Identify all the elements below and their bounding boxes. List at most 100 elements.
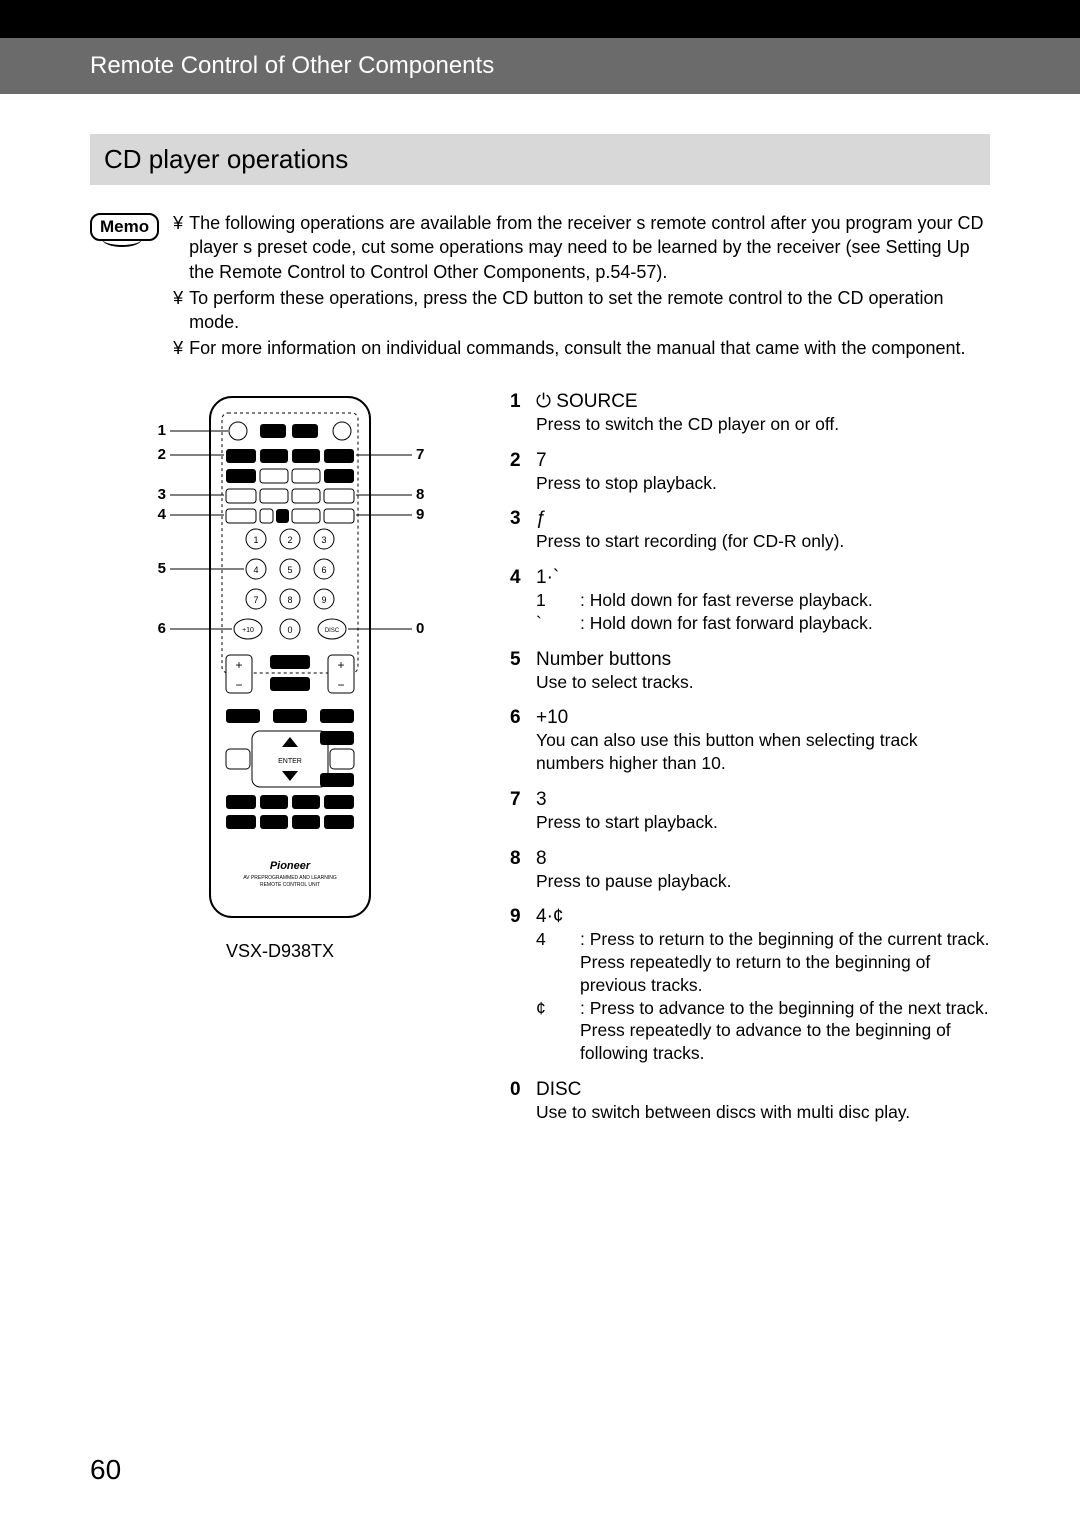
- sub-symbol: `: [536, 612, 572, 635]
- operation-label: ƒ: [536, 508, 547, 530]
- svg-text:−: −: [235, 678, 242, 692]
- sub-text: : Press to advance to the beginning of t…: [580, 997, 990, 1065]
- operation-label: +10: [536, 707, 568, 729]
- operation-label: 4·¢: [536, 906, 563, 928]
- operation-number: 3: [510, 508, 526, 530]
- operation-sub: 4: Press to return to the beginning of t…: [536, 928, 990, 996]
- sub-symbol: 1: [536, 589, 572, 612]
- svg-text:0: 0: [287, 625, 292, 635]
- operation-number: 4: [510, 567, 526, 589]
- operation-label: 3: [536, 789, 547, 811]
- operation-head: 9 4·¢: [510, 906, 990, 928]
- operation-head: 88: [510, 848, 990, 870]
- operation-number: 2: [510, 450, 526, 472]
- operation-description: Use to switch between discs with multi d…: [536, 1101, 990, 1124]
- operation-sub: ` : Hold down for fast forward playback.: [536, 612, 990, 635]
- svg-text:−: −: [337, 678, 344, 692]
- operation-item: 1 ⏻ SOURCEPress to switch the CD player o…: [510, 391, 990, 436]
- memo-text: To perform these operations, press the C…: [189, 286, 990, 335]
- callout-5: 5: [158, 560, 166, 577]
- operation-label: ⏻ SOURCE: [536, 391, 638, 413]
- svg-text:AV PREPROGRAMMED AND LEARNING: AV PREPROGRAMMED AND LEARNING: [243, 875, 337, 881]
- operation-head: 73: [510, 789, 990, 811]
- callout-7: 7: [416, 446, 424, 463]
- memo-text: The following operations are available f…: [189, 211, 990, 284]
- operation-item: 0 DISCUse to switch between discs with mu…: [510, 1079, 990, 1124]
- operation-sub: ¢: Press to advance to the beginning of …: [536, 997, 990, 1065]
- section-title: CD player operations: [90, 134, 990, 185]
- svg-text:+10: +10: [242, 627, 254, 634]
- operation-item: 5 Number buttonsUse to select tracks.: [510, 649, 990, 694]
- remote-diagram-column: 1 2 3 4 5 6 7 8 9 +10 0 DISC + − +: [90, 391, 470, 962]
- memo-item: ¥To perform these operations, press the …: [173, 286, 990, 335]
- operations-column: 1 ⏻ SOURCEPress to switch the CD player o…: [510, 391, 990, 1138]
- remote-diagram: 1 2 3 4 5 6 7 8 9 +10 0 DISC + − +: [120, 391, 440, 931]
- operation-number: 0: [510, 1079, 526, 1101]
- memo-item: ¥For more information on individual comm…: [173, 336, 990, 360]
- svg-text:+: +: [235, 658, 242, 672]
- operation-number: 9: [510, 906, 526, 928]
- operation-label: 7: [536, 450, 547, 472]
- memo-block: Memo ¥The following operations are avail…: [90, 211, 990, 363]
- operation-description: You can also use this button when select…: [536, 729, 990, 775]
- svg-text:Pioneer: Pioneer: [270, 860, 311, 872]
- callout-1: 1: [158, 422, 166, 439]
- bullet-icon: ¥: [173, 336, 183, 360]
- operation-description: Use to select tracks.: [536, 671, 990, 694]
- operation-number: 7: [510, 789, 526, 811]
- operation-item: 41·`1 : Hold down for fast reverse playba…: [510, 567, 990, 635]
- svg-text:9: 9: [321, 595, 326, 605]
- operation-number: 1: [510, 391, 526, 413]
- operation-number: 6: [510, 707, 526, 729]
- operation-head: 1 ⏻ SOURCE: [510, 391, 990, 413]
- sub-text: : Press to return to the beginning of th…: [580, 928, 990, 996]
- callout-0: 0: [416, 620, 424, 637]
- operation-description: Press to start playback.: [536, 811, 990, 834]
- svg-text:1: 1: [253, 535, 258, 545]
- operation-item: 88Press to pause playback.: [510, 848, 990, 893]
- svg-text:+: +: [337, 658, 344, 672]
- operation-description: Press to pause playback.: [536, 870, 990, 893]
- chapter-header: Remote Control of Other Components: [0, 38, 1080, 94]
- callout-3: 3: [158, 486, 166, 503]
- two-column-layout: 1 2 3 4 5 6 7 8 9 +10 0 DISC + − +: [90, 391, 990, 1138]
- svg-text:ENTER: ENTER: [278, 758, 302, 765]
- svg-text:4: 4: [253, 565, 258, 575]
- bullet-icon: ¥: [173, 286, 183, 335]
- callout-9: 9: [416, 506, 424, 523]
- operation-number: 8: [510, 848, 526, 870]
- sub-text: : Hold down for fast forward playback.: [580, 612, 873, 635]
- svg-text:5: 5: [287, 565, 292, 575]
- memo-badge: Memo: [90, 213, 159, 241]
- operation-item: 27Press to stop playback.: [510, 450, 990, 495]
- operation-item: 6 +10You can also use this button when se…: [510, 707, 990, 775]
- page-number: 60: [90, 1454, 121, 1486]
- operation-head: 3ƒ: [510, 508, 990, 530]
- operation-number: 5: [510, 649, 526, 671]
- operation-head: 6 +10: [510, 707, 990, 729]
- sub-text: : Hold down for fast reverse playback.: [580, 589, 873, 612]
- callout-6: 6: [158, 620, 166, 637]
- svg-text:7: 7: [253, 595, 258, 605]
- operation-sub: 1 : Hold down for fast reverse playback.: [536, 589, 990, 612]
- sub-symbol: 4: [536, 928, 572, 996]
- operation-label: 8: [536, 848, 547, 870]
- memo-list: ¥The following operations are available …: [173, 211, 990, 363]
- operation-label: Number buttons: [536, 649, 671, 671]
- operation-head: 27: [510, 450, 990, 472]
- operation-description: Press to switch the CD player on or off.: [536, 413, 990, 436]
- sub-symbol: ¢: [536, 997, 572, 1065]
- operation-item: 73Press to start playback.: [510, 789, 990, 834]
- operation-item: 9 4·¢4: Press to return to the beginning …: [510, 906, 990, 1065]
- remote-model: VSX-D938TX: [226, 941, 334, 962]
- operation-label: DISC: [536, 1079, 581, 1101]
- svg-text:8: 8: [287, 595, 292, 605]
- memo-text: For more information on individual comma…: [189, 336, 965, 360]
- page-content: CD player operations Memo ¥The following…: [0, 134, 1080, 1138]
- svg-text:REMOTE CONTROL UNIT: REMOTE CONTROL UNIT: [260, 882, 320, 888]
- operation-head: 5 Number buttons: [510, 649, 990, 671]
- operation-head: 41·`: [510, 567, 990, 589]
- svg-text:3: 3: [321, 535, 326, 545]
- operation-description: Press to start recording (for CD-R only)…: [536, 530, 990, 553]
- operation-head: 0 DISC: [510, 1079, 990, 1101]
